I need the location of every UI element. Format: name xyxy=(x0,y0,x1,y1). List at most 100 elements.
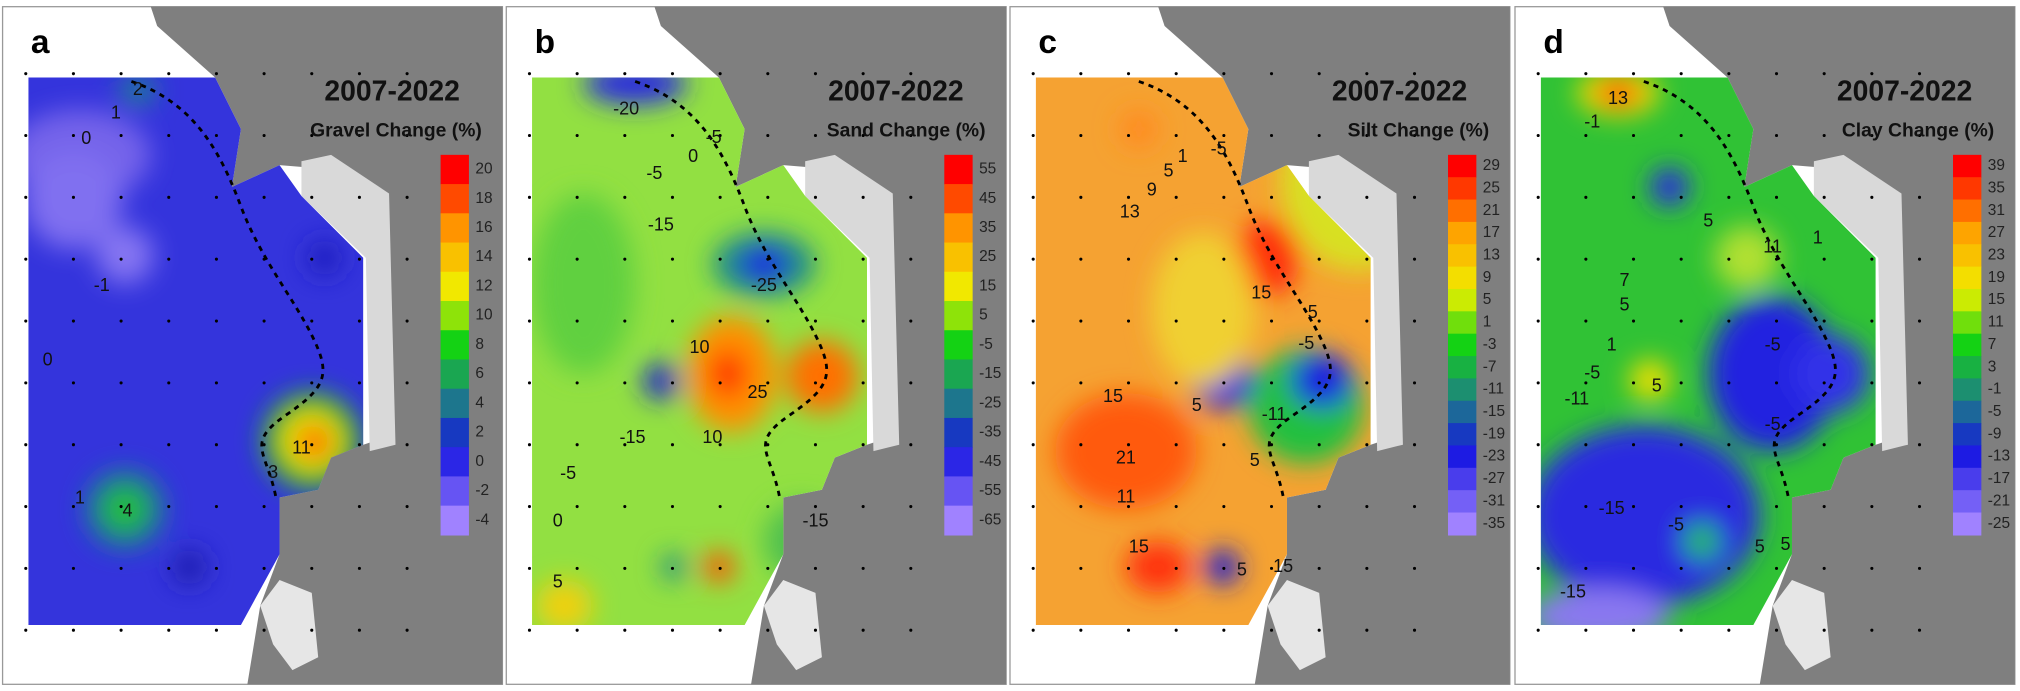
sample-dot xyxy=(1584,566,1588,570)
field-blob xyxy=(1290,351,1353,409)
sample-dot xyxy=(1917,381,1922,385)
sample-dot xyxy=(1126,504,1131,509)
sample-dot xyxy=(766,443,770,447)
sample-dot xyxy=(214,628,218,632)
sample-dot xyxy=(71,566,75,570)
sample-dot xyxy=(623,195,627,199)
colorbar-tick-label: -4 xyxy=(475,511,489,528)
sample-dot xyxy=(405,72,409,76)
sample-dot xyxy=(623,72,627,76)
colorbar-cell xyxy=(1953,400,1982,424)
sample-dot xyxy=(1870,443,1874,447)
sample-dot xyxy=(527,195,532,199)
sample-dot xyxy=(1365,381,1369,385)
sample-dot xyxy=(1870,381,1874,385)
colorbar-tick-label: -35 xyxy=(979,424,1001,441)
sample-dot xyxy=(909,319,913,323)
contour-label: -25 xyxy=(751,275,777,295)
sample-dot xyxy=(1631,566,1636,570)
field-blob xyxy=(703,551,735,583)
colorbar-cell xyxy=(1953,311,1982,335)
sample-dot xyxy=(1917,443,1922,447)
colorbar-tick-label: 16 xyxy=(475,219,492,236)
sample-dot xyxy=(1317,319,1321,323)
contour-label: -15 xyxy=(620,427,646,447)
contour-label: 4 xyxy=(123,500,133,520)
sample-dot xyxy=(1536,504,1540,509)
sample-dot xyxy=(1317,628,1321,632)
sample-dot xyxy=(357,381,361,385)
sample-dot xyxy=(670,381,675,385)
sample-dot xyxy=(1412,72,1417,76)
colorbar-tick-label: 0 xyxy=(475,453,484,470)
colorbar-tick-label: -25 xyxy=(979,394,1001,411)
contour-label: -5 xyxy=(1765,334,1781,354)
sample-dot xyxy=(310,443,314,447)
sample-dot xyxy=(1031,195,1035,199)
colorbar-cell xyxy=(1953,445,1982,469)
colorbar-tick-label: -45 xyxy=(979,453,1001,470)
panel: b 2007-2022 Sand Change (%) 55 45 35 25 15 5 -5 -1… xyxy=(505,6,1007,685)
sample-dot xyxy=(718,628,722,632)
sample-dot xyxy=(1222,566,1226,570)
field-blobs xyxy=(1540,77,1870,626)
contour-label: -11 xyxy=(1262,404,1287,424)
field-blob xyxy=(1683,523,1720,560)
colorbar-cell xyxy=(1953,154,1982,178)
sample-dot xyxy=(1536,443,1540,447)
colorbar-tick-label: -5 xyxy=(1988,403,2002,420)
sample-dot xyxy=(357,133,361,138)
period: 2007-2022 xyxy=(828,75,963,107)
sample-dot xyxy=(310,381,314,385)
colorbar-tick-label: -9 xyxy=(1988,425,2002,442)
sample-dot xyxy=(1917,133,1922,138)
sample-dot xyxy=(1822,566,1826,570)
sample-dot xyxy=(167,504,171,509)
colorbar-cell xyxy=(1953,333,1982,357)
colorbar-tick-label: 27 xyxy=(1988,224,2005,241)
colorbar-cell xyxy=(1448,445,1477,469)
sample-dot xyxy=(1631,72,1636,76)
sample-dot xyxy=(1031,504,1035,509)
colorbar-cell xyxy=(1448,423,1477,447)
sample-dot xyxy=(1870,319,1874,323)
sample-dot xyxy=(1222,381,1226,385)
sample-dot xyxy=(1917,72,1922,76)
contour-label: -15 xyxy=(1560,582,1586,602)
sample-dot xyxy=(167,195,171,199)
sample-dot xyxy=(262,195,266,199)
sample-dot xyxy=(623,566,627,570)
sample-dot xyxy=(670,257,675,261)
contour-label: -1 xyxy=(94,275,110,295)
sample-dot xyxy=(527,381,532,385)
sample-dot xyxy=(167,628,171,632)
sample-dot xyxy=(167,72,171,76)
colorbar-tick-label: -65 xyxy=(979,511,1001,528)
colorbar-cell xyxy=(1953,244,1982,268)
sample-dot xyxy=(1222,443,1226,447)
sample-dot xyxy=(262,133,266,138)
sample-dot xyxy=(861,504,865,509)
sample-dot xyxy=(1822,319,1826,323)
sample-dot xyxy=(670,72,675,76)
sample-dot xyxy=(1317,133,1321,138)
field-blob xyxy=(1647,525,1679,557)
field-blob xyxy=(785,340,858,413)
field-blob xyxy=(1125,541,1191,593)
sample-dot xyxy=(1079,504,1083,509)
sample-dot xyxy=(670,628,675,632)
panel-title: Silt Change (%) xyxy=(1348,121,1490,142)
contour-label: 5 xyxy=(1250,450,1260,470)
sample-dot xyxy=(1126,257,1131,261)
sample-dot xyxy=(71,504,75,509)
sample-dot xyxy=(1727,381,1731,385)
sample-dot xyxy=(527,319,532,323)
sample-dot xyxy=(357,257,361,261)
sample-dot xyxy=(813,133,818,138)
colorbar-cell xyxy=(1448,356,1477,380)
sample-dot xyxy=(861,381,865,385)
colorbar-cell xyxy=(944,505,973,536)
contour-label: 3 xyxy=(268,462,278,482)
sample-dot xyxy=(1031,381,1035,385)
